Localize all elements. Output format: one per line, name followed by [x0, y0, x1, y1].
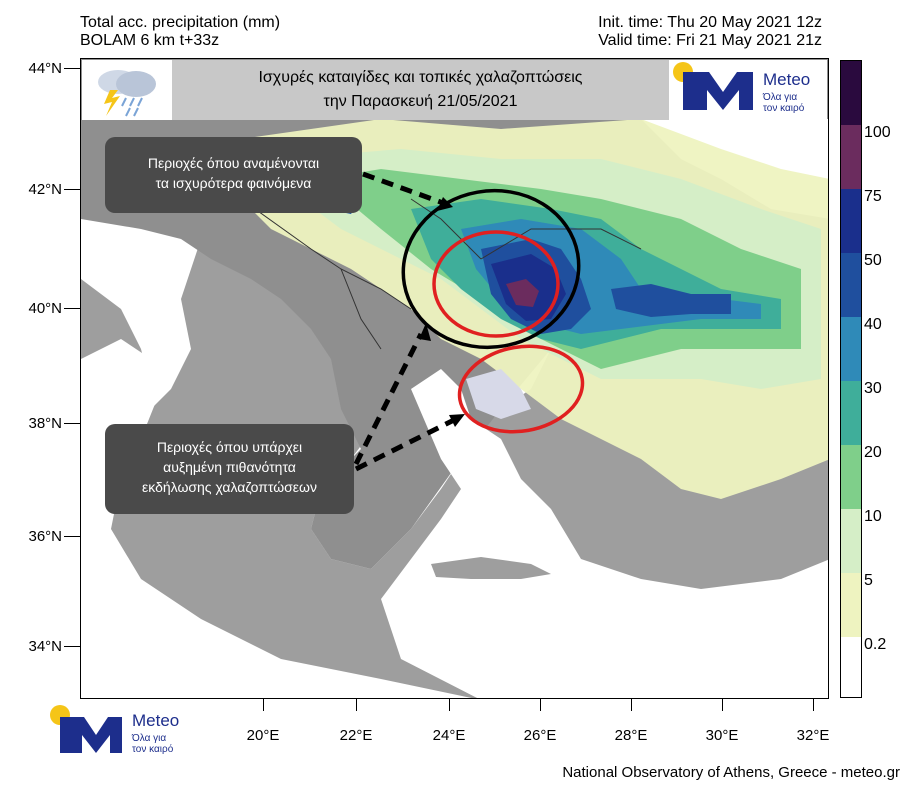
colorbar-label: 75: [864, 188, 882, 205]
lon-label: 26°E: [523, 727, 557, 744]
logo-tagline-2: τον καιρό: [763, 103, 805, 114]
callout-hail-line-2: αυξημένη πιθανότητα: [163, 459, 296, 475]
logo-tagline: Όλα για τον καιρό: [132, 733, 173, 755]
logo-tagline-1: Όλα για: [132, 733, 167, 744]
lat-tick: [64, 423, 80, 424]
lat-label: 42°N: [28, 181, 62, 198]
colorbar-segment: [841, 637, 861, 697]
lat-label: 34°N: [28, 638, 62, 655]
lon-label: 24°E: [432, 727, 466, 744]
lat-tick: [64, 68, 80, 69]
map-header-right: Init. time: Thu 20 May 2021 12z Valid ti…: [598, 14, 822, 50]
meteo-logo-bottom: Meteo Όλα για τον καιρό: [48, 703, 198, 759]
colorbar-label: 100: [864, 124, 891, 141]
lat-tick: [64, 536, 80, 537]
lon-label: 32°E: [796, 727, 830, 744]
meteo-logo-top: Meteo Όλα για τον καιρό: [669, 60, 827, 120]
hail-area-ellipse-north: [432, 230, 560, 338]
lon-label: 28°E: [614, 727, 648, 744]
callout-strongest-phenomena: Περιοχές όπου αναμένονται τα ισχυρότερα …: [105, 137, 362, 213]
map-title-banner: Ισχυρές καταιγίδες και τοπικές χαλαζοπτώ…: [172, 60, 669, 120]
colorbar-segment: [841, 381, 861, 445]
lat-label: 44°N: [28, 60, 62, 77]
colorbar-segment: [841, 509, 861, 573]
colorbar-segment: [841, 573, 861, 637]
lon-tick: [540, 699, 541, 711]
strongest-area-ellipse: [401, 188, 581, 350]
lat-label: 38°N: [28, 415, 62, 432]
banner-subtitle: την Παρασκευή 21/05/2021: [323, 93, 518, 110]
meteo-logo-icon: [50, 705, 122, 753]
colorbar-label: 0.2: [864, 636, 887, 653]
product-title: Total acc. precipitation (mm): [80, 14, 281, 31]
precipitation-colorbar: [840, 60, 862, 698]
logo-name: Meteo: [763, 70, 811, 89]
valid-time: Valid time: Fri 21 May 2021 21z: [598, 32, 822, 49]
arrow-strong: [362, 171, 447, 207]
colorbar-label: 20: [864, 444, 882, 461]
colorbar-label: 30: [864, 380, 882, 397]
logo-tagline: Όλα για τον καιρό: [763, 92, 804, 114]
colorbar-label: 10: [864, 508, 882, 525]
hail-area-ellipse-south: [457, 344, 585, 434]
lon-tick: [263, 699, 264, 711]
logo-tagline-2: τον καιρό: [132, 744, 174, 755]
callout-strong-line-2: τα ισχυρότερα φαινόμενα: [155, 175, 312, 191]
logo-name: Meteo: [132, 711, 180, 730]
lon-tick: [356, 699, 357, 711]
lat-label: 36°N: [28, 528, 62, 545]
colorbar-label: 50: [864, 252, 882, 269]
map-header-left: Total acc. precipitation (mm) BOLAM 6 km…: [80, 14, 280, 50]
lon-tick: [631, 699, 632, 711]
colorbar-segment: [841, 445, 861, 509]
callout-hail-probability: Περιοχές όπου υπάρχει αυξημένη πιθανότητ…: [105, 424, 354, 514]
lon-label: 30°E: [705, 727, 739, 744]
arrow-hail-1: [353, 332, 424, 466]
colorbar-segment: [841, 317, 861, 381]
callout-hail-line-3: εκδήλωσης χαλαζοπτώσεων: [142, 479, 317, 495]
model-run: BOLAM 6 km t+33z: [80, 32, 220, 49]
credit-text: National Observatory of Athens, Greece -…: [562, 764, 900, 781]
lat-tick: [64, 189, 80, 190]
colorbar-label: 40: [864, 316, 882, 333]
colorbar-label: 5: [864, 572, 873, 589]
lat-tick: [64, 308, 80, 309]
banner-title: Ισχυρές καταιγίδες και τοπικές χαλαζοπτώ…: [258, 69, 583, 86]
lat-label: 40°N: [28, 300, 62, 317]
annotations: [353, 171, 585, 472]
lon-tick: [449, 699, 450, 711]
precipitation-map: [80, 58, 829, 699]
meteo-logo-icon: [673, 62, 753, 110]
weather-icon-tile: [82, 60, 172, 120]
colorbar-segment: [841, 189, 861, 253]
colorbar-segment: [841, 125, 861, 189]
colorbar-segment: [841, 253, 861, 317]
storm-cloud-icon: [98, 70, 156, 117]
lon-label: 22°E: [339, 727, 373, 744]
country-borders: [240, 198, 642, 350]
callout-strong-line-1: Περιοχές όπου αναμένονται: [147, 155, 320, 171]
init-time: Init. time: Thu 20 May 2021 12z: [598, 14, 822, 31]
colorbar-segment: [841, 61, 861, 125]
lon-tick: [722, 699, 723, 711]
lon-label: 20°E: [246, 727, 280, 744]
logo-tagline-1: Όλα για: [763, 92, 798, 103]
lon-tick: [813, 699, 814, 711]
lat-tick: [64, 646, 80, 647]
callout-hail-line-1: Περιοχές όπου υπάρχει: [156, 439, 303, 455]
